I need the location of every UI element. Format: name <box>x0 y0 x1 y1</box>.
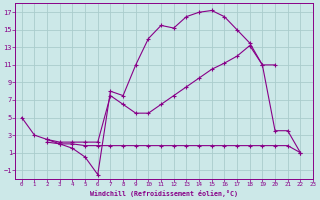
X-axis label: Windchill (Refroidissement éolien,°C): Windchill (Refroidissement éolien,°C) <box>90 190 238 197</box>
